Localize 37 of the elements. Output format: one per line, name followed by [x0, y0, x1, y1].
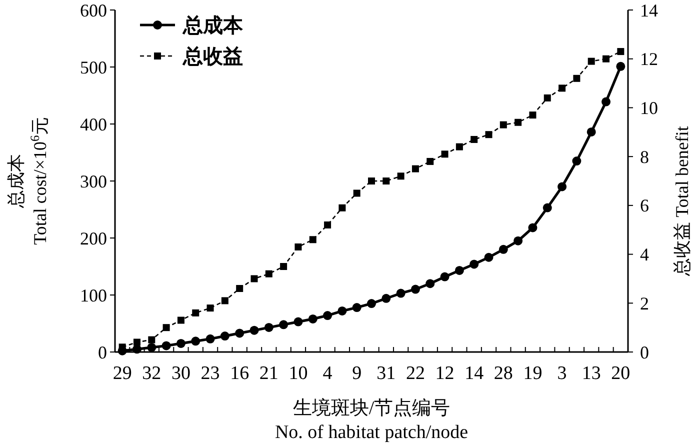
x-tick-label: 9: [352, 363, 362, 384]
x-tick-label: 19: [523, 363, 542, 384]
y-tick-label: 200: [80, 228, 107, 248]
x-tick-label: 3: [557, 363, 567, 384]
y2-tick-label: 2: [640, 293, 649, 314]
x-tick-label: 30: [171, 363, 190, 384]
x-tick-label: 32: [142, 363, 162, 384]
x-axis-title: 生境斑块/节点编号 No. of habitat patch/node: [274, 397, 468, 443]
y-tick-label: 100: [80, 285, 107, 306]
x-tick-label: 29: [112, 363, 132, 384]
y-tick-label: 300: [80, 171, 107, 192]
y2-tick-label: 0: [640, 342, 649, 362]
y-tick-label: 400: [80, 114, 107, 134]
x-tick-label: 12: [435, 363, 454, 384]
legend-label: 总收益: [182, 44, 243, 68]
x-tick-label: 4: [322, 363, 333, 384]
x-tick-label: 14: [464, 363, 484, 384]
y2-tick-label: 6: [640, 196, 649, 216]
x-tick-label: 28: [494, 363, 513, 384]
x-tick-label: 22: [406, 363, 425, 384]
x-tick-label: 16: [230, 363, 250, 384]
y2-tick-label: 8: [640, 146, 649, 167]
x-tick-label: 10: [288, 363, 308, 384]
y2-axis-title: 总收益 Total benefit: [672, 126, 692, 277]
x-tick-label: 23: [200, 363, 220, 384]
y2-tick-label: 12: [640, 49, 658, 70]
x-tick-label: 20: [611, 363, 630, 384]
x-tick-label: 21: [259, 363, 278, 384]
y2-tick-label: 14: [640, 0, 658, 20]
y-tick-label: 600: [80, 0, 107, 20]
y-tick-label: 500: [80, 57, 107, 78]
x-tick-label: 13: [582, 363, 601, 384]
y2-tick-label: 4: [640, 244, 649, 265]
y-tick-label: 0: [98, 342, 107, 362]
legend-label: 总成本: [182, 13, 244, 37]
y2-tick-label: 10: [640, 98, 658, 118]
x-tick-label: 31: [376, 363, 396, 384]
